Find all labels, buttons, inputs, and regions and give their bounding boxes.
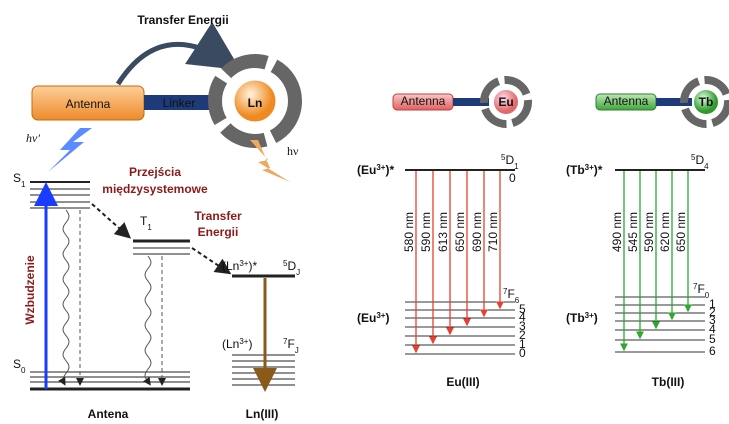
label-part: F <box>287 337 294 351</box>
label-part: 3+ <box>376 311 385 320</box>
caption: Antena <box>88 407 129 421</box>
isc-label: Przejścia <box>129 165 181 179</box>
excited-term: 5D1 <box>501 153 519 171</box>
caption: Eu(III) <box>446 375 479 389</box>
antenna-label: Antenna <box>604 94 649 108</box>
excited-term: 5D4 <box>691 153 709 171</box>
ion-label: Tb <box>699 95 714 109</box>
hv-emitted: hν <box>287 144 299 158</box>
wavy-line <box>145 256 151 384</box>
transfer-label: Energii <box>198 225 239 239</box>
label-part: ) <box>594 311 598 325</box>
sublevel: 0 <box>519 346 526 360</box>
label-part: 4 <box>704 162 709 171</box>
label-part: 1 <box>514 162 519 171</box>
ion-label: Ln <box>248 96 263 110</box>
excitation-label: Wzbudzenie <box>23 255 37 325</box>
label-part: F <box>697 282 704 296</box>
linker-label: Linker <box>163 96 196 110</box>
antenna-label: Antenna <box>66 97 111 111</box>
label-part: ) <box>248 337 252 351</box>
label-part: (Eu <box>357 311 376 325</box>
label-part: 3+ <box>585 311 594 320</box>
transition-label: 650 nm <box>453 212 467 252</box>
caption: Ln(III) <box>246 407 279 421</box>
label-part: 3+ <box>585 163 594 172</box>
label-part: (Tb <box>566 311 585 325</box>
transition-label: 590 nm <box>419 212 433 252</box>
sublevel: 0 <box>509 171 516 185</box>
transition-label: 650 nm <box>674 212 688 252</box>
diagram: Transfer EnergiiAntennaLinkerLnhν'hνS1S0… <box>0 0 729 424</box>
lightning-blue <box>48 128 92 172</box>
t1-label: T1 <box>140 214 152 232</box>
label-part: (Ln <box>222 259 239 273</box>
ground-label: (Tb3+) <box>566 311 598 326</box>
transition-label: 620 nm <box>658 212 672 252</box>
transfer-arrow <box>118 44 228 84</box>
label-part: )* <box>594 163 603 177</box>
excited-label: (Tb3+)* <box>566 163 603 178</box>
label-part: (Tb <box>566 163 585 177</box>
ln-excited-term: 5DJ <box>283 259 300 277</box>
ion-label: Eu <box>498 95 513 109</box>
label-part: D <box>695 153 704 167</box>
label-part: J <box>296 268 300 277</box>
label-part: D <box>505 153 514 167</box>
transition-label: 710 nm <box>486 212 500 252</box>
ln-ground-term: 7FJ <box>283 337 299 355</box>
ln-excited-label: (Ln3+)* <box>222 259 257 274</box>
label-part: (Eu <box>357 163 376 177</box>
transition-label: 580 nm <box>402 212 416 252</box>
lightning-orange <box>250 140 290 182</box>
sublevel: 6 <box>709 344 716 358</box>
transition-label: 690 nm <box>470 212 484 252</box>
wavy-line <box>63 210 69 384</box>
label-part: 3+ <box>239 337 248 346</box>
title: Transfer Energii <box>137 13 228 27</box>
transition-label: 490 nm <box>610 212 624 252</box>
label-part: ) <box>385 311 389 325</box>
label-part: 3+ <box>239 259 248 268</box>
caption: Tb(III) <box>652 375 685 389</box>
transition-label: 545 nm <box>626 212 640 252</box>
label-part: 1 <box>147 223 152 232</box>
label-part: (Ln <box>222 337 239 351</box>
excited-label: (Eu3+)* <box>357 163 394 178</box>
label-part: )* <box>248 259 257 273</box>
ln-ground-label: (Ln3+) <box>222 337 252 352</box>
label-part: 0 <box>21 366 26 375</box>
antenna-label: Antenna <box>401 94 446 108</box>
label-part: F <box>507 287 514 301</box>
isc-label: międzysystemowe <box>102 182 208 196</box>
s0-label: S0 <box>13 357 26 375</box>
transfer-label: Transfer <box>194 209 242 223</box>
label-part: J <box>295 346 299 355</box>
ground-label: (Eu3+) <box>357 311 389 326</box>
label-part: D <box>287 259 296 273</box>
label-part: 1 <box>21 180 26 189</box>
label-part: S <box>13 171 21 185</box>
label-part: S <box>13 357 21 371</box>
transition-label: 590 nm <box>642 212 656 252</box>
label-part: )* <box>385 163 394 177</box>
label-part: 3+ <box>376 163 385 172</box>
wavy-lines <box>63 210 151 384</box>
transition-label: 613 nm <box>436 212 450 252</box>
hv-absorbed: hν' <box>26 131 40 145</box>
s1-label: S1 <box>13 171 26 189</box>
